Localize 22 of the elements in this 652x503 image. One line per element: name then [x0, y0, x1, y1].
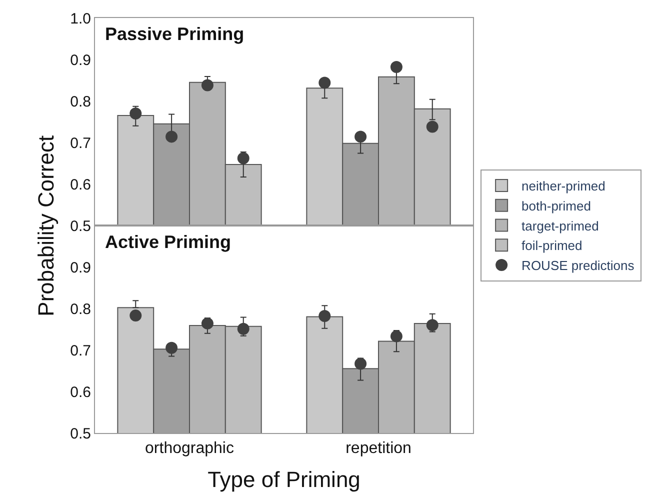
y-tick-label: 0.6: [70, 176, 91, 194]
y-tick-label: 0.5: [70, 218, 91, 235]
legend-label: foil-primed: [522, 238, 582, 254]
y-tick-label: 1.0: [70, 10, 91, 28]
y-tick-label: 0.8: [70, 300, 91, 318]
legend-label: both-primed: [522, 198, 591, 214]
y-tick-label: 0.8: [70, 93, 91, 110]
chart-title: Active Priming: [105, 232, 232, 252]
x-axis-title: Type of Priming: [208, 467, 360, 492]
x-tick-label: orthographic: [145, 440, 234, 458]
y-tick-label: 0.9: [70, 52, 91, 69]
x-tick-label: repetition: [346, 440, 412, 458]
y-tick-label: 0.7: [70, 342, 91, 360]
chart-title: Passive Priming: [105, 24, 244, 44]
y-tick-label: 0.7: [70, 134, 91, 152]
y-tick-label: 0.5: [70, 425, 91, 442]
y-tick-label: 0.6: [70, 384, 91, 401]
y-tick-label: 0.9: [70, 259, 91, 276]
legend-label: target-primed: [522, 218, 599, 234]
y-axis-title: Probability Correct: [33, 135, 58, 316]
legend-label: ROUSE predictions: [522, 258, 635, 274]
legend-label: neither-primed: [522, 178, 606, 194]
